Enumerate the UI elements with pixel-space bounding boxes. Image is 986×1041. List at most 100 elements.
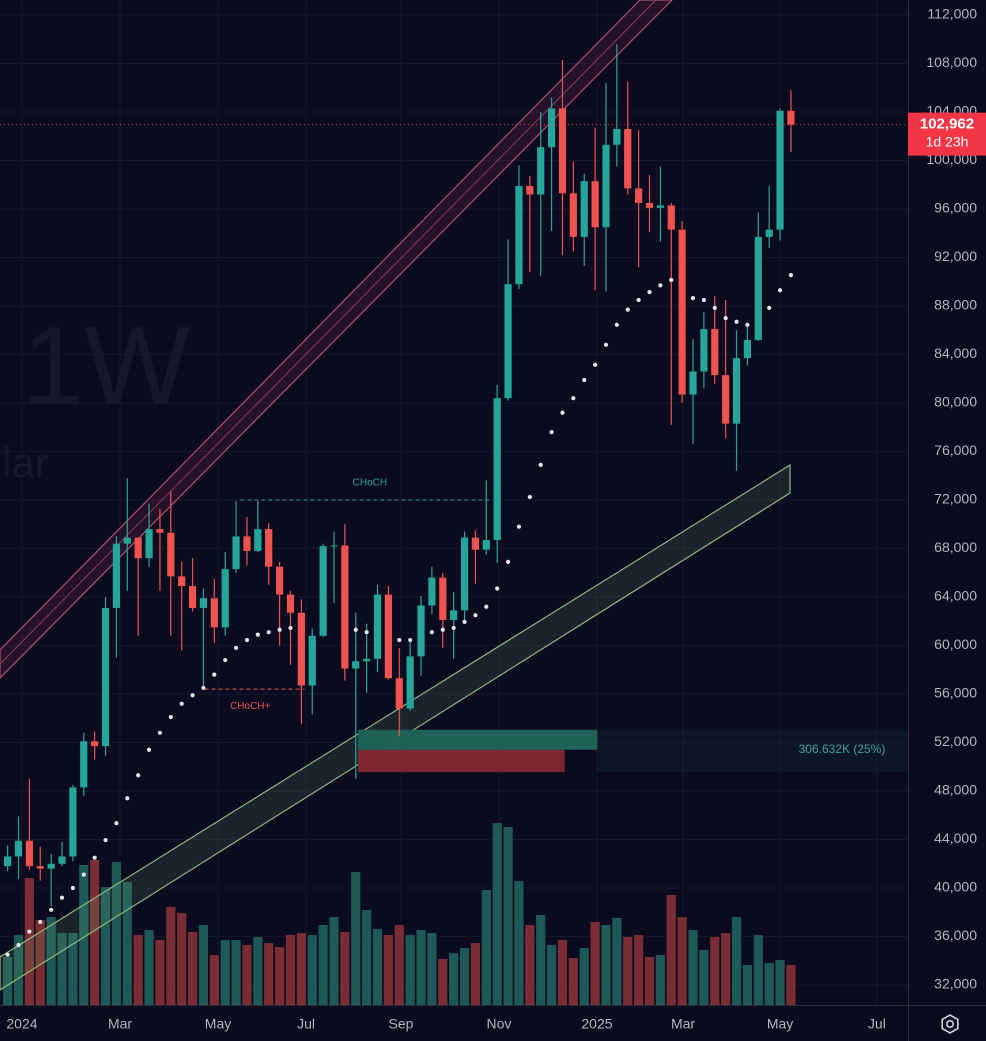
volume-bar (601, 925, 611, 1005)
sar-dot (625, 307, 630, 312)
volume-bar (372, 929, 383, 1005)
sar-dot (669, 277, 674, 283)
choch-label: CHoCH+ (230, 701, 270, 712)
candle-body (754, 236, 762, 340)
y-tick-label: 52,000 (934, 733, 977, 749)
y-tick-label: 40,000 (934, 879, 977, 895)
sar-dot (647, 289, 652, 295)
price-marker-box (908, 112, 986, 156)
settings-button[interactable] (941, 1014, 959, 1034)
axis-labels: 32,000 36,000 40,000 44,000 48,000 52,000 56,0… (6, 6, 986, 1032)
y-tick-label: 84,000 (934, 345, 977, 361)
x-tick-label: Sep (389, 1016, 414, 1032)
sar-dot (146, 747, 152, 752)
sar-dot (462, 619, 467, 624)
candle-body (471, 537, 480, 550)
volume-bar (731, 917, 742, 1005)
volume-bar (666, 895, 676, 1005)
sar-dot (658, 283, 663, 288)
price-marker-countdown: 1d 23h (926, 133, 969, 149)
sar-dot (614, 322, 619, 327)
annotations: CHoCH CHoCH+ (204, 478, 490, 712)
volume-bar (253, 937, 263, 1005)
y-tick-label: 80,000 (934, 394, 977, 410)
candle-body (123, 537, 131, 544)
sar-dot (157, 730, 163, 735)
candle-body (406, 656, 414, 709)
sar-dot (484, 604, 489, 609)
watermark-sub: lar (2, 439, 49, 486)
volume-bar (438, 959, 448, 1005)
time-axis (0, 1005, 986, 1041)
volume-bar (655, 955, 665, 1005)
candle-body (188, 586, 197, 608)
candle-body (145, 529, 153, 559)
volume-bar (427, 933, 437, 1005)
sar-dot (277, 627, 282, 632)
candle-body (482, 540, 490, 550)
position-extension (597, 729, 908, 773)
sar-dot (745, 322, 750, 327)
sar-dot (690, 296, 696, 301)
volume-bar (634, 935, 644, 1005)
volume-bar (187, 932, 198, 1005)
y-tick-label: 112,000 (927, 6, 977, 22)
sar-dot (103, 838, 108, 843)
y-tick-label: 60,000 (934, 636, 977, 652)
sar-dot (549, 430, 554, 435)
sar-dot (5, 952, 10, 957)
candle-body (515, 185, 523, 285)
volume-bar (242, 945, 252, 1005)
sar-dot (92, 855, 97, 860)
sar-dot (408, 637, 413, 643)
candle-body (580, 181, 588, 237)
volume-bar (394, 925, 404, 1005)
volume-bar (710, 937, 720, 1005)
candle-body (199, 598, 208, 608)
volume-bar (155, 940, 165, 1005)
position-tool: 306.632K (25%) (357, 729, 908, 773)
candle-body (537, 147, 545, 195)
volume-bar (24, 878, 34, 1005)
volume-bar (111, 862, 122, 1005)
volume-bar (79, 865, 89, 1005)
volume-bar (209, 955, 219, 1005)
resistance-channel-mid (0, 0, 657, 665)
candle-body (112, 543, 121, 608)
candle-body (341, 545, 349, 669)
candle-body (319, 546, 327, 636)
candle-body (36, 866, 44, 869)
candle-body (656, 205, 664, 208)
sar-dot (212, 672, 217, 677)
sar-dot (516, 524, 522, 529)
sar-dot (440, 627, 445, 632)
volume-bar (177, 913, 187, 1005)
candle-body (743, 339, 752, 359)
candle-body (624, 129, 632, 189)
sar-dot (788, 273, 794, 278)
volume-bar (340, 932, 350, 1005)
volume-bar (46, 917, 56, 1005)
watermark: 1W (22, 304, 190, 429)
candle-body (450, 610, 458, 621)
volume-bar (362, 910, 372, 1005)
volume-bar (612, 918, 622, 1005)
candle-body (25, 840, 33, 867)
y-tick-label: 108,000 (926, 54, 977, 70)
sar-dot (505, 559, 511, 564)
x-tick-label: Mar (671, 1016, 695, 1032)
x-tick-label: Jul (868, 1016, 886, 1032)
sar-dot (473, 613, 478, 618)
candle-body (569, 193, 577, 237)
sar-dot (255, 632, 260, 637)
candle-body (417, 605, 425, 657)
volume-bar (590, 922, 600, 1005)
sar-dot (233, 645, 239, 651)
candle-body (352, 661, 360, 669)
sar-dot (125, 796, 130, 801)
volume-bar (764, 963, 774, 1005)
x-tick-label: Nov (486, 1016, 511, 1032)
sar-dot (244, 637, 250, 643)
candle-body (276, 566, 284, 595)
sar-dot (59, 895, 65, 900)
